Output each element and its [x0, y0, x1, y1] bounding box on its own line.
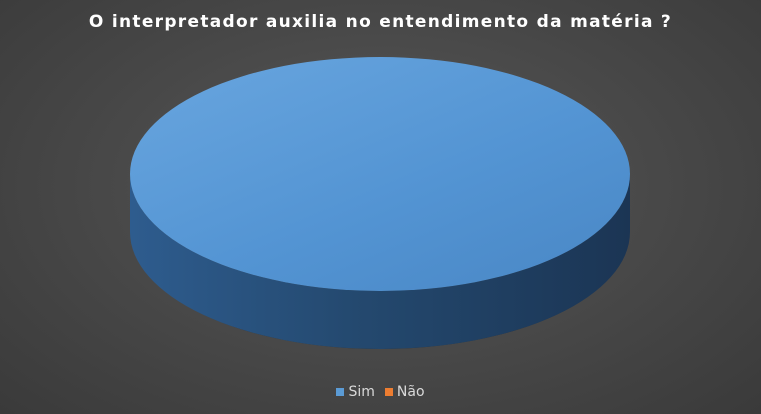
legend-label-nao: Não: [396, 384, 425, 400]
chart-title: O interpretador auxilia no entendimento …: [88, 12, 673, 32]
pie-slice-sim: [130, 57, 630, 291]
legend-label-sim: Sim: [348, 384, 375, 400]
legend-swatch-nao: [384, 388, 393, 396]
legend: Sim Não: [0, 384, 761, 400]
legend-entry-nao: Não: [384, 384, 425, 400]
legend-entry-sim: Sim: [336, 384, 375, 400]
legend-swatch-sim: [336, 388, 345, 396]
pie-slice-sim-side: [130, 174, 630, 349]
